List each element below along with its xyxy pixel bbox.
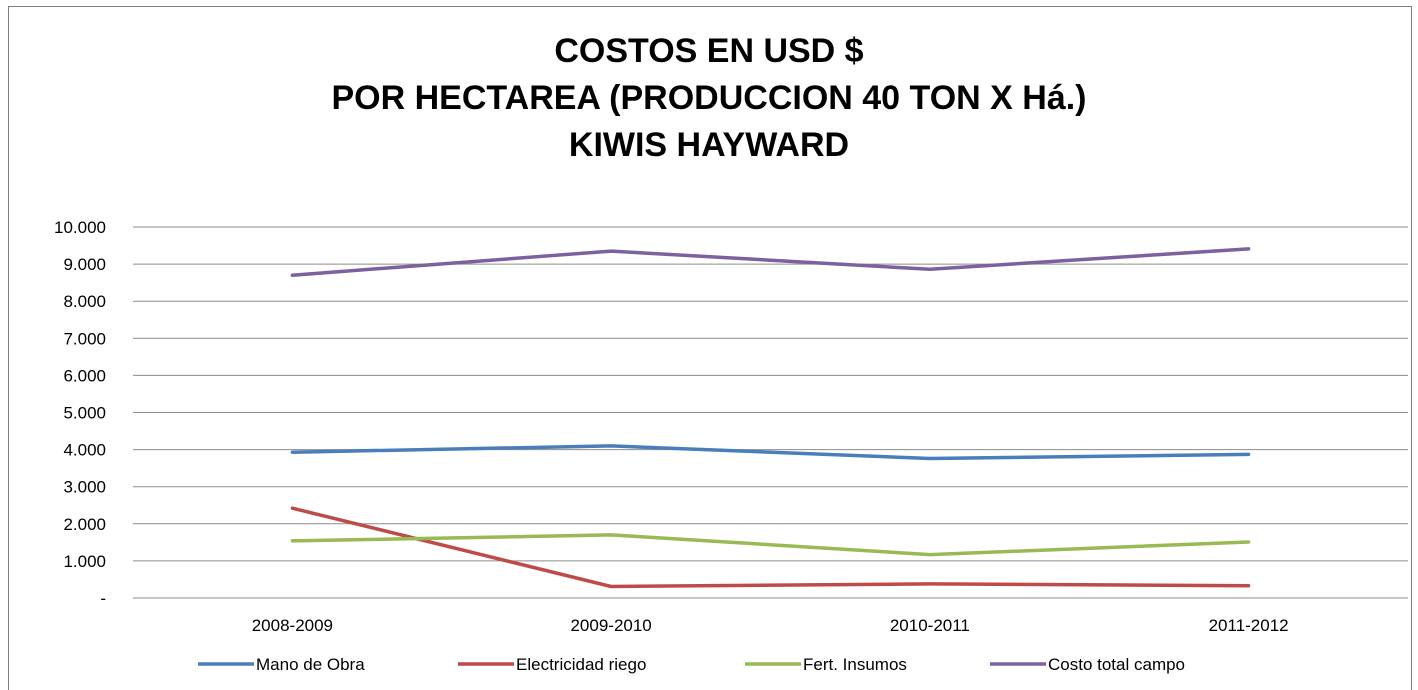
y-tick-label-7: 7.000 <box>63 329 106 348</box>
chart-title-line-3: KIWIS HAYWARD <box>568 126 850 164</box>
y-tick-label-2: 2.000 <box>63 515 106 534</box>
series-line-costo-total-campo <box>290 247 1251 277</box>
y-tick-label-1: 1.000 <box>63 552 106 571</box>
legend-label-mano-de-obra: Mano de Obra <box>256 655 365 674</box>
series-line-electricidad-riego <box>290 506 1251 589</box>
chart-frame <box>8 6 1412 690</box>
y-tick-label-6: 6.000 <box>63 366 106 385</box>
chart-title: COSTOS EN USD $ POR HECTAREA (PRODUCCION… <box>0 28 1418 169</box>
chart-title-line-1: COSTOS EN USD $ <box>554 32 864 70</box>
y-tick-label-0: - <box>100 589 106 608</box>
series-line-mano-de-obra <box>290 444 1251 461</box>
y-tick-label-9: 9.000 <box>63 255 106 274</box>
series-line-fert-insumos <box>290 533 1251 557</box>
y-tick-label-3: 3.000 <box>63 478 106 497</box>
y-tick-label-8: 8.000 <box>63 292 106 311</box>
legend-label-electricidad-riego: Electricidad riego <box>516 655 646 674</box>
y-tick-label-4: 4.000 <box>63 441 106 460</box>
y-tick-label-5: 5.000 <box>63 404 106 423</box>
x-tick-label-0: 2008-2009 <box>252 616 333 635</box>
x-tick-label-1: 2009-2010 <box>570 616 651 635</box>
legend-label-costo-total-campo: Costo total campo <box>1048 655 1185 674</box>
x-tick-label-3: 2011-2012 <box>1209 616 1289 635</box>
chart-title-line-2: POR HECTAREA (PRODUCCION 40 TON X Há.) <box>331 79 1087 117</box>
legend-label-fert-insumos: Fert. Insumos <box>803 655 907 674</box>
x-tick-label-2: 2010-2011 <box>890 616 970 635</box>
y-tick-label-10: 10.000 <box>54 218 106 237</box>
